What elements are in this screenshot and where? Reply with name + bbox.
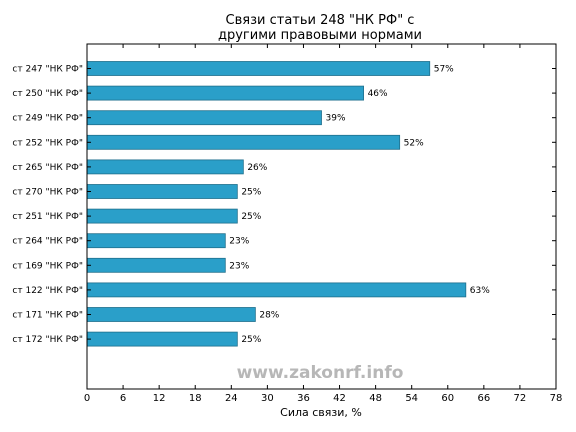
data-label: 39% <box>326 114 346 124</box>
bar <box>86 307 256 322</box>
chart-title-line-2: другими правовыми нормами <box>218 28 422 43</box>
bar <box>86 331 238 347</box>
x-tick-label: 42 <box>333 393 346 404</box>
bar <box>86 134 401 150</box>
bar <box>86 184 238 199</box>
bar <box>86 159 244 175</box>
data-label: 28% <box>259 311 279 321</box>
bar <box>86 110 322 126</box>
data-label: 25% <box>241 212 261 222</box>
y-tick-label: ст 251 "НК РФ" <box>12 212 83 222</box>
data-label: 52% <box>404 138 424 148</box>
x-ticks: 0 6 12 18 24 30 36 42 48 54 60 66 72 78 <box>84 44 563 404</box>
chart-title-line-1: Связи статьи 248 "НК РФ" с <box>226 13 415 28</box>
x-tick-label: 72 <box>514 393 527 404</box>
y-tick-label: ст 171 "НК РФ" <box>12 311 83 321</box>
data-label: 46% <box>368 89 388 99</box>
x-axis-label: Сила связи, % <box>280 406 362 419</box>
data-label: 26% <box>247 163 267 173</box>
data-label: 25% <box>241 188 261 198</box>
data-label: 23% <box>229 237 249 247</box>
x-tick-label: 48 <box>369 393 382 404</box>
bar <box>86 85 364 101</box>
plot-area-frame <box>86 43 557 390</box>
y-tick-label: ст 265 "НК РФ" <box>12 163 83 173</box>
x-tick-label: 24 <box>225 393 238 404</box>
y-tick-label: ст 252 "НК РФ" <box>12 138 83 148</box>
y-tick-label: ст 172 "НК РФ" <box>12 335 83 345</box>
bar <box>86 282 467 298</box>
y-tick-label: ст 247 "НК РФ" <box>12 65 83 75</box>
y-tick-labels: ст 247 "НК РФ" ст 250 "НК РФ" ст 249 "НК Р… <box>12 65 556 345</box>
x-tick-label: 0 <box>84 393 90 404</box>
bars-group <box>86 61 467 347</box>
watermark: www.zakonrf.info <box>237 363 404 383</box>
bar <box>86 208 238 224</box>
y-tick-label: ст 122 "НК РФ" <box>12 286 83 296</box>
y-tick-label: ст 169 "НК РФ" <box>12 261 83 271</box>
x-tick-label: 78 <box>550 393 563 404</box>
x-tick-label: 12 <box>153 393 166 404</box>
x-tick-label: 36 <box>297 393 310 404</box>
x-tick-label: 60 <box>441 393 454 404</box>
y-tick-label: ст 249 "НК РФ" <box>12 114 83 124</box>
x-tick-label: 18 <box>189 393 202 404</box>
bar <box>86 61 431 76</box>
y-tick-label: ст 270 "НК РФ" <box>12 188 83 198</box>
data-label: 25% <box>241 335 261 345</box>
x-tick-label: 30 <box>261 393 274 404</box>
data-label: 57% <box>434 65 454 75</box>
x-tick-label: 6 <box>120 393 126 404</box>
y-tick-label: ст 250 "НК РФ" <box>12 89 83 99</box>
data-label: 23% <box>229 261 249 271</box>
y-tick-label: ст 264 "НК РФ" <box>12 237 83 247</box>
data-label: 63% <box>470 286 490 296</box>
x-tick-label: 54 <box>405 393 418 404</box>
bar <box>86 233 226 249</box>
data-labels: 57% 46% 39% 52% 26% 25% 25% 23% 23% 63% 28% 25% <box>229 65 490 346</box>
bar <box>86 257 226 273</box>
x-tick-label: 66 <box>477 393 490 404</box>
